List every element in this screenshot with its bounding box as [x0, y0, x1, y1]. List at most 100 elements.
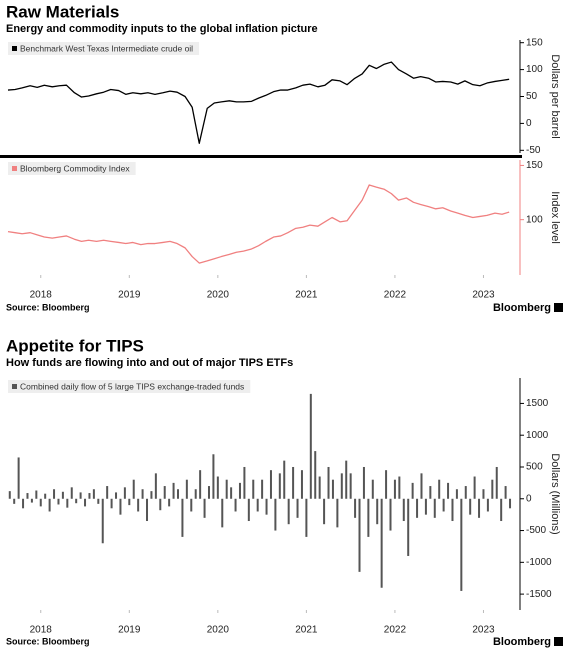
- bar: [451, 498, 454, 522]
- x-tick-label: 2022: [384, 290, 407, 301]
- bar: [371, 479, 374, 499]
- chart-subtitle: Energy and commodity inputs to the globa…: [6, 23, 318, 35]
- x-tick-label: 2020: [207, 625, 230, 636]
- x-tick-label: 2019: [118, 290, 141, 301]
- bar: [420, 473, 423, 499]
- bar: [221, 498, 224, 528]
- bar: [309, 393, 312, 499]
- bar: [411, 482, 414, 499]
- bar: [106, 486, 109, 499]
- bar: [230, 487, 233, 499]
- bar: [407, 498, 410, 556]
- bar: [17, 457, 20, 499]
- y-tick-label: -1500: [526, 589, 552, 600]
- bar: [256, 498, 259, 512]
- bar: [385, 470, 388, 499]
- bar: [234, 498, 237, 512]
- bar: [30, 498, 33, 503]
- bar: [163, 486, 166, 499]
- bar: [305, 498, 308, 537]
- bar: [88, 493, 91, 499]
- bar: [473, 476, 476, 499]
- legend-box: [8, 162, 136, 175]
- bar: [398, 476, 401, 499]
- y-tick-label: -1000: [526, 557, 552, 568]
- y-axis-label: Dollars per barrel: [549, 54, 561, 138]
- bar: [132, 479, 135, 499]
- brand-icon: [554, 637, 563, 646]
- x-tick-label: 2022: [384, 625, 407, 636]
- bar: [252, 479, 255, 499]
- bar: [358, 498, 361, 572]
- bar: [464, 486, 467, 499]
- chart-title: Raw Materials: [6, 2, 119, 21]
- bar: [447, 482, 450, 499]
- bar: [13, 498, 16, 504]
- legend-swatch: [12, 46, 17, 51]
- bar: [247, 498, 250, 522]
- x-tick-label: 2018: [30, 625, 53, 636]
- bar: [243, 466, 246, 499]
- bar: [75, 498, 78, 504]
- bar: [367, 498, 370, 537]
- bar: [336, 498, 339, 528]
- bar: [8, 491, 11, 499]
- bar: [203, 498, 206, 518]
- bar: [283, 460, 286, 499]
- bar: [265, 498, 268, 515]
- bar: [438, 479, 441, 499]
- bar: [150, 491, 153, 499]
- bar: [159, 498, 162, 511]
- bar: [380, 498, 383, 588]
- bar: [177, 489, 179, 499]
- bar: [110, 498, 113, 509]
- bar: [424, 498, 427, 515]
- chart-title: Appetite for TIPS: [6, 336, 144, 355]
- bar: [66, 498, 69, 508]
- y-tick-label: 0: [526, 118, 532, 129]
- bar: [455, 489, 458, 499]
- y-tick-label: 150: [526, 37, 543, 48]
- bar: [482, 489, 485, 499]
- bar: [137, 498, 140, 512]
- bar: [44, 493, 47, 499]
- bar: [509, 498, 512, 509]
- legend-label: Bloomberg Commodity Index: [20, 163, 130, 173]
- bar: [442, 498, 445, 512]
- bar: [141, 489, 144, 499]
- bar: [478, 498, 481, 518]
- bar: [146, 498, 149, 522]
- y-axis-label: Index level: [549, 191, 561, 244]
- bar: [238, 482, 241, 499]
- legend-label: Benchmark West Texas Intermediate crude …: [20, 43, 193, 53]
- bar: [225, 479, 228, 499]
- legend-swatch: [12, 384, 17, 389]
- bar: [331, 479, 334, 499]
- bar: [212, 454, 215, 499]
- bar: [469, 498, 472, 515]
- bar: [429, 486, 432, 499]
- bar: [97, 498, 100, 504]
- brand: Bloomberg: [493, 636, 551, 648]
- y-axis-label: Dollars (Millions): [549, 453, 561, 534]
- y-tick-label: 500: [526, 462, 543, 473]
- y-tick-label: 1500: [526, 398, 549, 409]
- y-tick-label: -50: [526, 145, 541, 156]
- brand-icon: [554, 303, 563, 312]
- x-tick-label: 2021: [295, 625, 318, 636]
- legend-label: Combined daily flow of 5 large TIPS exch…: [20, 381, 244, 391]
- bar: [300, 470, 303, 499]
- bar: [500, 498, 503, 522]
- bar: [185, 479, 188, 499]
- bar: [53, 489, 56, 499]
- bar: [101, 498, 104, 544]
- legend-box: [8, 42, 200, 55]
- bar: [84, 498, 87, 507]
- bar: [460, 498, 463, 591]
- bar: [216, 476, 219, 499]
- bar: [168, 498, 171, 507]
- bar: [376, 498, 379, 525]
- bar: [119, 498, 122, 515]
- bar: [349, 473, 352, 499]
